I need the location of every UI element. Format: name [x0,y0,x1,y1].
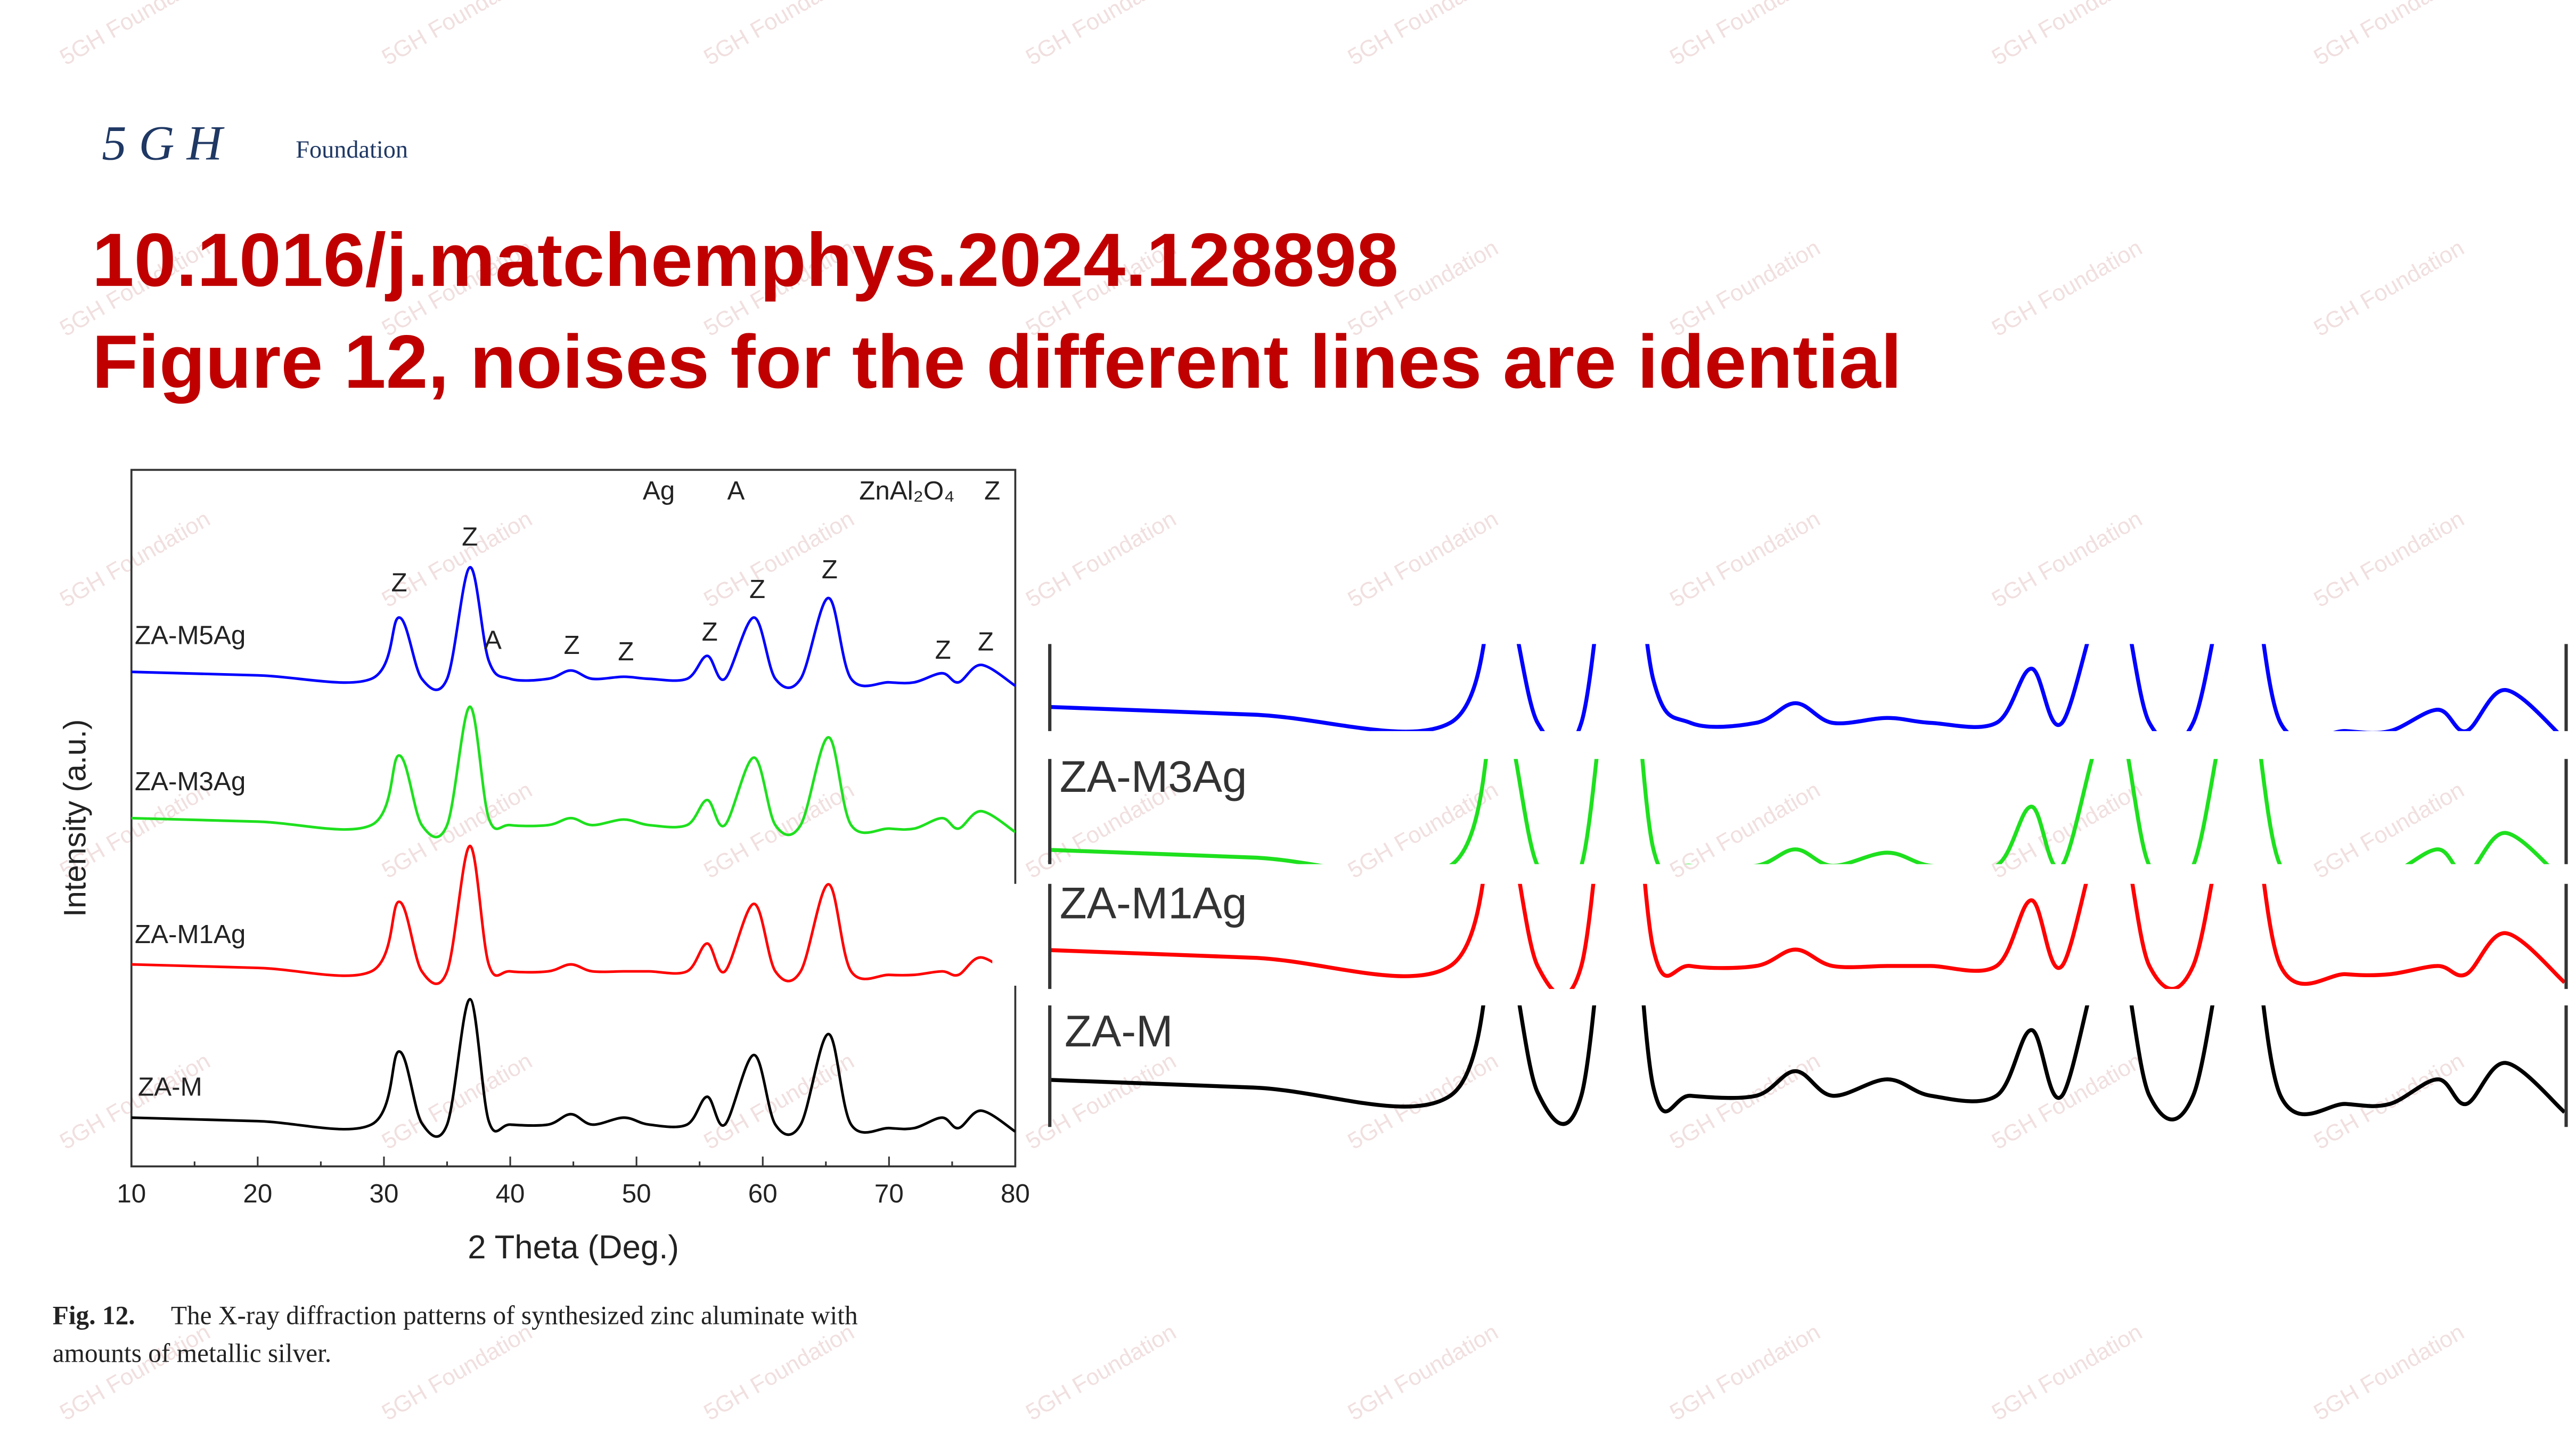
peak-label: Z [935,635,951,665]
logo-text: Foundation [296,136,408,163]
watermark: 5GH Foundation [55,506,214,612]
peak-label: Z [978,627,994,657]
series-label: ZA-M3Ag [135,767,246,796]
watermark: 5GH Foundation [55,0,214,70]
phase-legend-label: ZnAl₂O₄ [859,476,954,505]
x-tick-label: 40 [496,1179,525,1208]
x-tick-label: 20 [243,1179,272,1208]
peak-label: Z [563,631,579,660]
watermark: 5GH Foundation [2310,1319,2468,1426]
watermark: 5GH Foundation [1666,1048,1825,1155]
zoom-series-label: ZA-M1Ag [1060,879,1247,928]
caption-text: amounts of metallic silver. [53,1338,331,1368]
phase-legend-label: A [727,476,745,505]
peak-label: Z [618,637,634,666]
watermark: 5GH Foundation [2310,1048,2468,1155]
peak-label: Z [702,617,718,646]
plot-lines [131,566,1016,1138]
watermark: 5GH Foundation [378,0,536,70]
watermark: 5GH Foundation [2310,506,2468,612]
watermark: 5GH Foundation [700,1048,858,1155]
watermark: 5GH Foundation [378,1319,536,1426]
watermark: 5GH Foundation [1021,506,1180,612]
title-line: 10.1016/j.matchemphys.2024.128898 [92,218,1399,302]
x-tick-label: 50 [622,1179,651,1208]
watermark: 5GH Foundation [1988,235,2146,341]
title-line: Figure 12, noises for the different line… [92,320,1902,404]
watermark: 5GH Foundation [1344,506,1502,612]
zoom-series-label: ZA-M3Ag [1060,752,1247,801]
watermark: 5GH Foundation [1666,0,1825,70]
phase-legend-label: Ag [643,476,675,505]
watermark: 5GH Foundation [700,1319,858,1426]
peak-label: Z [822,555,838,584]
watermark: 5GH Foundation [2310,777,2468,883]
peak-label: A [484,626,502,655]
series-label: ZA-M5Ag [135,620,246,650]
watermark: 5GH Foundation [1344,1319,1502,1426]
series-line [131,845,1016,985]
zoom-series-line [1050,759,2550,864]
watermark: 5GH Foundation [1344,777,1502,883]
watermark: 5GH Foundation [1666,506,1825,612]
series-line [131,705,1016,839]
peak-label: Z [462,522,478,551]
caption-text: The X-ray diffraction patterns of synthe… [171,1300,858,1330]
y-axis-label: Intensity (a.u.) [58,719,92,917]
phase-legend-label: Z [984,476,1000,505]
zoom-series-label: ZA-M [1065,1006,1173,1056]
x-tick-label: 30 [370,1179,399,1208]
zoom-series-line [1050,1005,2566,1126]
series-line [131,566,1016,691]
peak-label: Z [749,575,765,604]
x-axis-label: 2 Theta (Deg.) [468,1229,679,1266]
zoom-series-line [1050,644,2559,731]
caption-label: Fig. 12. [53,1300,135,1330]
watermark: 5GH Foundation [1021,1319,1180,1426]
watermark: 5GH Foundation [378,777,536,883]
x-tick-label: 80 [1001,1179,1030,1208]
series-label: ZA-M1Ag [135,920,246,949]
watermark: 5GH Foundation [1988,1319,2146,1426]
watermark: 5GH Foundation [1988,1048,2146,1155]
x-tick-label: 70 [874,1179,904,1208]
watermark: 5GH Foundation [1988,777,2146,883]
series-line [131,997,1016,1138]
x-tick-label: 60 [748,1179,778,1208]
watermark: 5GH Foundation [1021,1048,1180,1155]
peak-label: Z [391,568,407,597]
watermark: 5GH Foundation [1666,777,1825,883]
watermark: 5GH Foundation [700,0,858,70]
watermark: 5GH Foundation [1021,0,1180,70]
crop-cover [992,883,1052,986]
zoom-series-line [1050,883,2566,989]
watermark: 5GH Foundation [2310,235,2468,341]
x-tick-label: 10 [117,1179,146,1208]
watermark: 5GH Foundation [1988,0,2146,70]
watermark: 5GH Foundation [1344,0,1502,70]
watermark: 5GH Foundation [2310,0,2468,70]
watermark: 5GH Foundation [55,1319,214,1426]
watermark: 5GH Foundation [1666,1319,1825,1426]
series-label: ZA-M [138,1073,202,1102]
watermark: 5GH Foundation [1344,1048,1502,1155]
logo-mark: 5 G H [102,116,224,170]
watermark: 5GH Foundation [1988,506,2146,612]
